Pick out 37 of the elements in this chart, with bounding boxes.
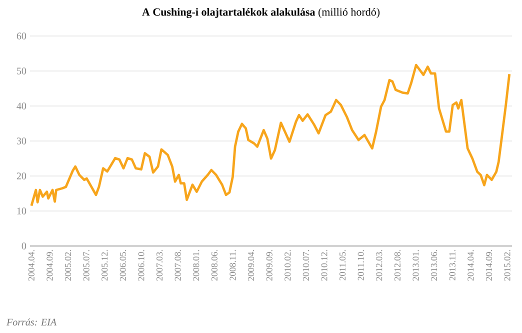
- x-tick-label: 2012.03.: [376, 250, 382, 281]
- y-tick-label: 10: [17, 208, 26, 214]
- x-tick-label: 2006.05.: [120, 250, 126, 281]
- x-tick-label: 2011.05.: [339, 250, 346, 280]
- text: Forrás: EIA: [6, 318, 57, 326]
- x-tick-label: 2008.06.: [211, 250, 218, 281]
- x-tick-label: 2010.12.: [321, 250, 328, 281]
- y-tick-label: 60: [16, 32, 26, 40]
- x-tick-label: 2013.11.: [449, 250, 456, 280]
- x-tick-label: 2014.04.: [468, 250, 474, 281]
- x-tick-label: 2006.10.: [138, 250, 144, 281]
- x-tick-label: 2004.04.: [28, 250, 34, 281]
- x-tick-label: 2008.01.: [193, 250, 200, 281]
- x-tick-label: 2009.04.: [248, 250, 254, 281]
- x-tick-label: 2007.03.: [156, 250, 163, 281]
- y-tick-label: 40: [16, 102, 26, 110]
- x-tick-label: 2013.01.: [412, 250, 419, 281]
- x-tick-label: 2004.09.: [46, 250, 53, 281]
- line-series: [30, 64, 511, 207]
- y-tick-label: 20: [16, 172, 26, 180]
- x-tick-label: 2013.06.: [431, 250, 438, 281]
- x-tick-label: 2005.12.: [102, 250, 108, 281]
- x-tick-label: 2009.09.: [266, 250, 272, 281]
- x-tick-label: 2008.11.: [230, 250, 236, 280]
- x-tick-label: 2014.09.: [486, 250, 492, 281]
- y-tick-label: 0: [22, 242, 26, 250]
- y-tick-label: 50: [17, 68, 26, 74]
- x-tick-label: 2012.08.: [394, 250, 401, 281]
- y-tick-label: 30: [16, 138, 26, 144]
- x-tick-label: 2005.02.: [64, 250, 72, 281]
- x-tick-label: 2010.02.: [284, 250, 291, 281]
- x-tick-label: 2007.08.: [174, 250, 181, 281]
- x-tick-label: 2005.07.: [83, 250, 90, 281]
- chart-title: A Cushing-i olajtartalékok alakulása (millió hordó): [142, 8, 380, 18]
- x-tick-label: 2010.07.: [302, 250, 310, 281]
- x-tick-label: 2011.10.: [358, 250, 364, 280]
- x-tick-label: 2015.02.: [504, 250, 510, 281]
